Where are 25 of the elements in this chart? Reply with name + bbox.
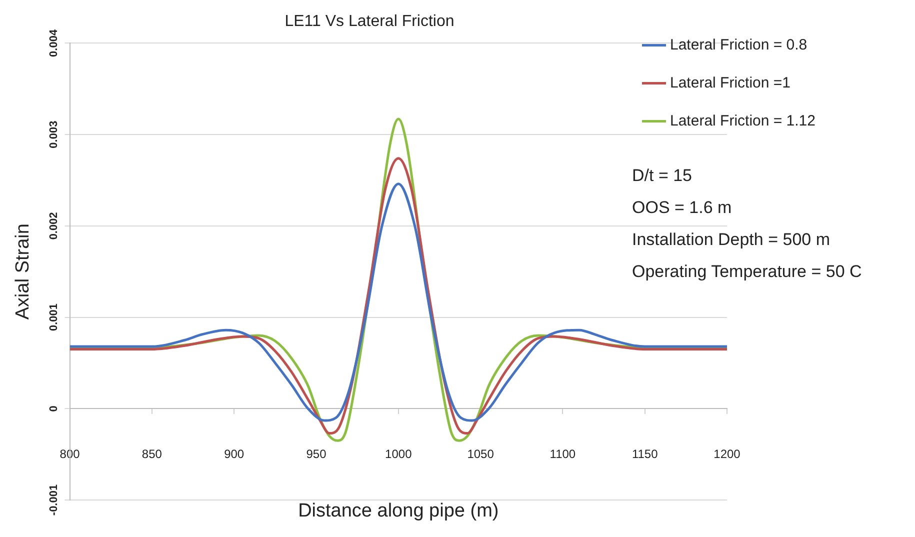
x-tick-label: 1150: [632, 447, 658, 462]
y-axis-title: Axial Strain: [12, 224, 34, 320]
annotation: Installation Depth = 500 m: [632, 230, 830, 249]
y-tick-label: 0.002: [48, 212, 60, 240]
x-tick-label: 1100: [550, 447, 576, 462]
x-tick-label: 1200: [714, 447, 741, 462]
x-tick-label: 900: [224, 447, 244, 462]
x-tick-label: 800: [60, 447, 80, 462]
annotation: OOS = 1.6 m: [632, 198, 732, 217]
y-tick-label: 0: [48, 406, 60, 412]
annotation: Operating Temperature = 50 C: [632, 262, 862, 281]
annotation: D/t = 15: [632, 166, 692, 185]
y-tick-label: 0.003: [48, 120, 60, 148]
chart-title: LE11 Vs Lateral Friction: [284, 13, 454, 30]
x-tick-label: 950: [306, 447, 327, 462]
x-axis-title: Distance along pipe (m): [298, 500, 499, 522]
legend-label: Lateral Friction = 1.12: [670, 112, 816, 130]
y-tick-label: 0.001: [48, 304, 60, 332]
y-tick-label: 0.004: [48, 28, 60, 57]
x-tick-label: 1050: [467, 447, 494, 462]
y-tick-label: -0.001: [48, 484, 60, 516]
legend-label: Lateral Friction = 0.8: [670, 36, 808, 54]
x-tick-label: 850: [142, 447, 162, 462]
x-tick-label: 1000: [385, 447, 412, 462]
legend-label: Lateral Friction =1: [670, 74, 790, 92]
